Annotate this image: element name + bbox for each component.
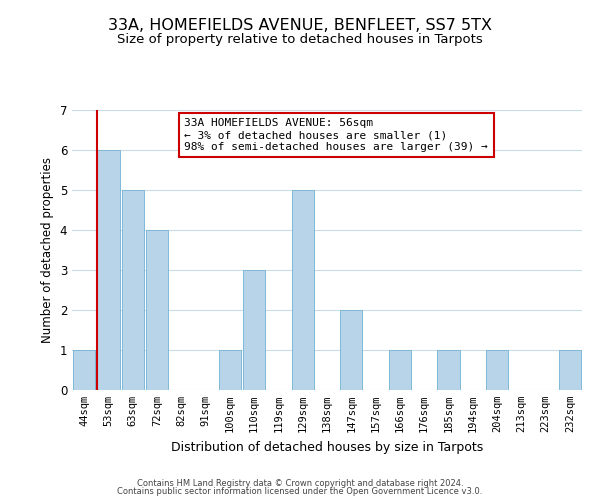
Bar [340,310,362,390]
X-axis label: Distribution of detached houses by size in Tarpots: Distribution of detached houses by size … [171,440,483,454]
Bar [389,350,411,390]
Bar [486,350,508,390]
Bar [122,190,144,390]
Text: Size of property relative to detached houses in Tarpots: Size of property relative to detached ho… [117,32,483,46]
Bar [218,350,241,390]
Bar [437,350,460,390]
Y-axis label: Number of detached properties: Number of detached properties [41,157,54,343]
Bar [73,350,95,390]
Bar [146,230,168,390]
Bar [243,270,265,390]
Text: Contains HM Land Registry data © Crown copyright and database right 2024.: Contains HM Land Registry data © Crown c… [137,478,463,488]
Bar [292,190,314,390]
Text: 33A HOMEFIELDS AVENUE: 56sqm
← 3% of detached houses are smaller (1)
98% of semi: 33A HOMEFIELDS AVENUE: 56sqm ← 3% of det… [184,118,488,152]
Text: Contains public sector information licensed under the Open Government Licence v3: Contains public sector information licen… [118,487,482,496]
Bar [559,350,581,390]
Bar [97,150,119,390]
Text: 33A, HOMEFIELDS AVENUE, BENFLEET, SS7 5TX: 33A, HOMEFIELDS AVENUE, BENFLEET, SS7 5T… [108,18,492,32]
